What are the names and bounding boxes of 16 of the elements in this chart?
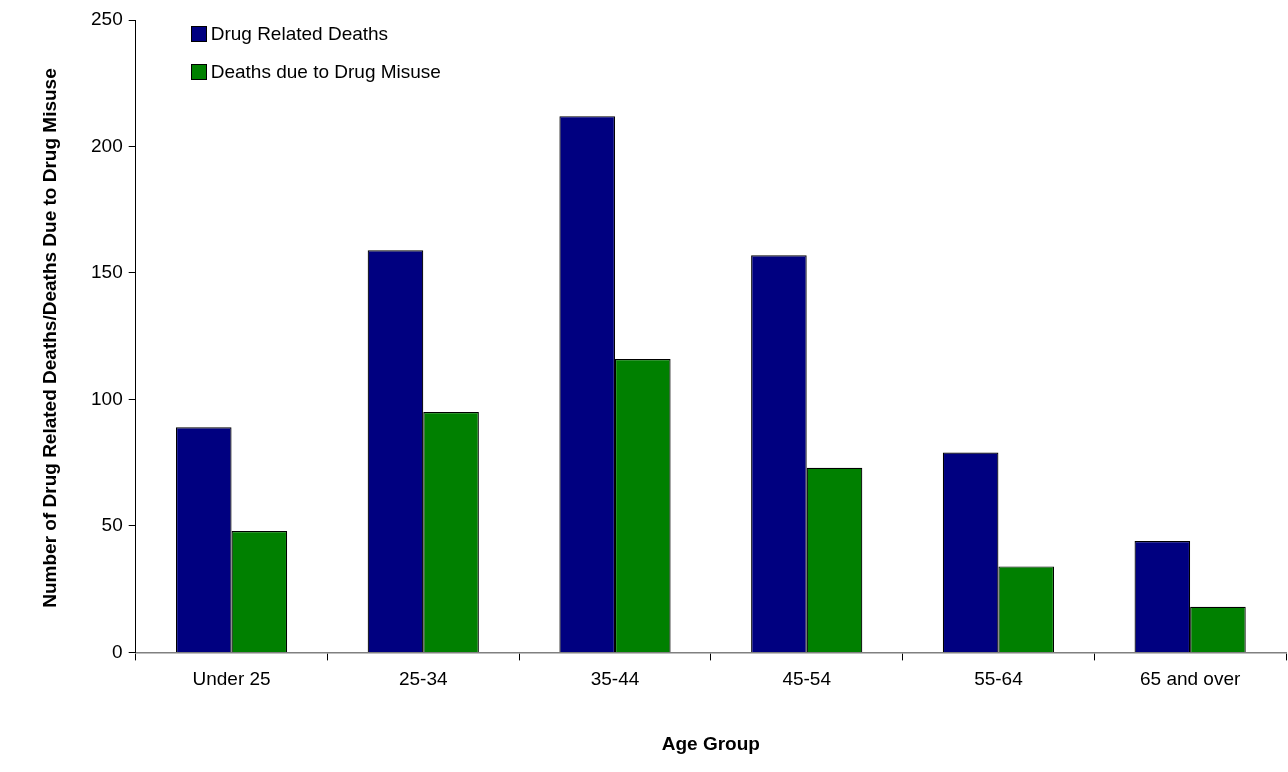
y-tick-label: 100 xyxy=(91,387,123,409)
legend-label: Drug Related Deaths xyxy=(210,23,389,45)
y-axis-title: Number of Drug Related Deaths/Deaths Due to Drug Misuse xyxy=(38,67,61,610)
x-tick-label: Under 25 xyxy=(192,668,271,690)
x-tick-label: 35-44 xyxy=(590,668,640,690)
x-axis-title: Age Group xyxy=(661,732,760,754)
y-tick-label: 150 xyxy=(91,261,123,283)
y-tick-label: 0 xyxy=(112,640,123,662)
y-tick-label: 250 xyxy=(91,8,123,30)
x-tick-label: 45-54 xyxy=(782,668,832,690)
legend-label: Deaths due to Drug Misuse xyxy=(210,61,441,83)
y-tick-label: 200 xyxy=(91,134,123,156)
x-tick-label: 55-64 xyxy=(974,668,1024,690)
y-tick-label: 50 xyxy=(101,514,123,536)
x-tick-label: 65 and over xyxy=(1139,668,1241,690)
x-tick-label: 25-34 xyxy=(398,668,448,690)
